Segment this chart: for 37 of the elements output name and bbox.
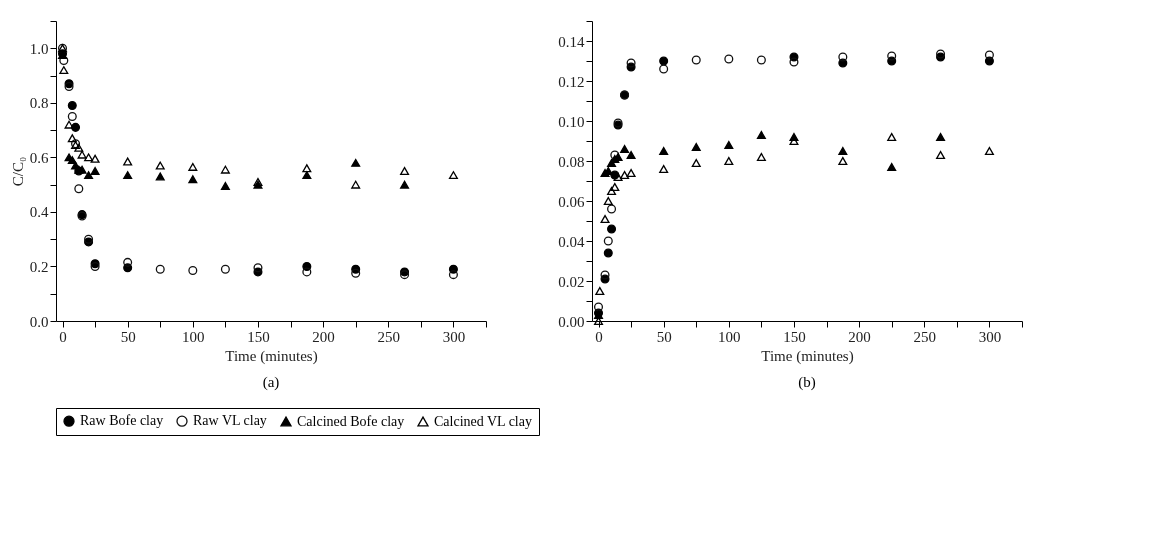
x-tick-label: 100 <box>718 328 741 345</box>
y-tick-label: 0.8 <box>29 95 49 112</box>
legend-label: Raw VL clay <box>193 413 267 429</box>
x-tick-label: 0 <box>59 328 67 345</box>
x-tick-label: 50 <box>656 328 672 345</box>
y-tick-label: 1.0 <box>29 40 49 57</box>
y-tick-label: 0.14 <box>558 33 585 50</box>
x-tick-label: 200 <box>312 328 335 345</box>
x-tick-label: 300 <box>442 328 466 345</box>
legend-label: Calcined Bofe clay <box>297 413 405 429</box>
y-tick-label: 0.00 <box>558 313 585 330</box>
y-tick-label: 0.4 <box>29 204 49 221</box>
x-tick-label: 50 <box>120 328 136 345</box>
y-tick-label: 0.04 <box>558 233 585 250</box>
x-axis-title: Time (minutes) <box>761 347 854 365</box>
x-tick-label: 150 <box>783 328 806 345</box>
x-tick-label: 0 <box>595 328 603 345</box>
legend-label: Calcined VL clay <box>434 413 532 429</box>
x-tick-label: 250 <box>377 328 401 345</box>
y-tick-label: 0.08 <box>558 153 585 170</box>
y-tick-label: 0.12 <box>558 73 585 90</box>
x-tick-label: 300 <box>978 328 1002 345</box>
y-tick-label: 0.10 <box>558 113 585 130</box>
text: (a) <box>262 374 280 391</box>
x-tick-label: 100 <box>182 328 205 345</box>
legend-label: Raw Bofe clay <box>80 413 164 429</box>
y-tick-label: 0.6 <box>29 149 49 166</box>
y-tick-label: 0.02 <box>558 273 585 290</box>
y-tick-label: 0.0 <box>29 313 49 330</box>
x-axis-title: Time (minutes) <box>225 347 318 365</box>
x-tick-label: 200 <box>848 328 871 345</box>
text: (b) <box>798 374 816 391</box>
x-tick-label: 150 <box>247 328 270 345</box>
x-tick-label: 250 <box>913 328 937 345</box>
y-axis-title: C/C₀ <box>9 156 26 187</box>
y-tick-label: 0.06 <box>558 193 585 210</box>
y-tick-label: 0.2 <box>29 258 49 275</box>
